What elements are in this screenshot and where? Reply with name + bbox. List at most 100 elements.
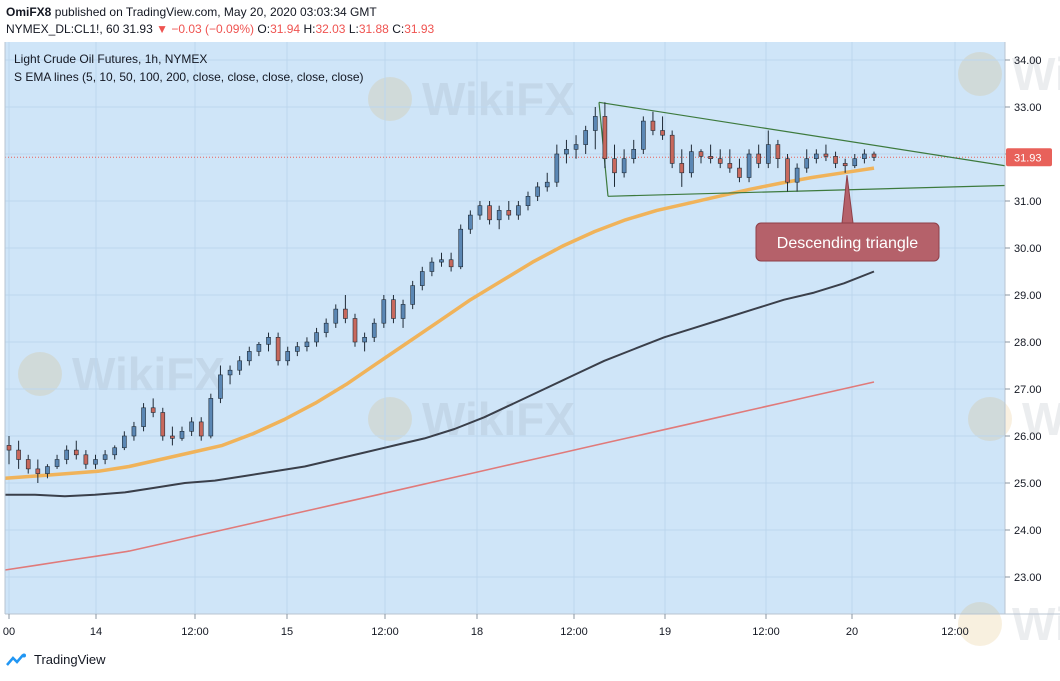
y-tick-label: 26.00: [1014, 431, 1042, 443]
candle: [429, 257, 435, 277]
candle: [477, 201, 483, 220]
candle: [525, 191, 531, 211]
candle-body: [516, 205, 521, 216]
candle: [823, 144, 829, 162]
candle: [131, 421, 137, 441]
candle: [246, 346, 252, 366]
y-tick-label: 33.00: [1014, 102, 1042, 114]
candle: [381, 295, 387, 328]
y-tick-label: 25.00: [1014, 478, 1042, 490]
footer-brand[interactable]: TradingView: [34, 652, 106, 667]
candle: [16, 440, 21, 469]
candle-body: [554, 153, 560, 183]
candle-body: [160, 412, 166, 437]
x-tick-label: 20: [846, 626, 858, 638]
candle-body: [64, 449, 69, 460]
candle: [756, 144, 761, 169]
candlestick-series: [6, 102, 877, 483]
publisher-name[interactable]: OmiFX8: [6, 5, 52, 19]
candle-body: [862, 153, 867, 159]
candle-body: [266, 336, 271, 345]
candle-body: [227, 369, 233, 376]
candle: [266, 332, 271, 352]
candle: [602, 102, 608, 169]
candle: [400, 299, 406, 328]
candle-body: [25, 459, 31, 470]
y-tick-label: 34.00: [1014, 55, 1042, 67]
candle-body: [391, 299, 396, 319]
watermark: WikiFX: [958, 598, 1060, 646]
candle: [122, 431, 127, 451]
candle: [448, 252, 454, 272]
candle-body: [150, 407, 156, 413]
candle-body: [496, 210, 502, 221]
candle: [160, 407, 166, 441]
candle: [141, 403, 146, 432]
candle: [275, 332, 281, 366]
candle: [102, 450, 108, 465]
candle-body: [506, 210, 512, 216]
candle-body: [275, 336, 281, 362]
candle-body: [669, 134, 675, 164]
candle: [564, 139, 569, 164]
price-axis[interactable]: 23.00 24.00 25.00 26.00 27.00 28.00 29.00 30.00…: [1005, 55, 1042, 584]
candle-body: [746, 153, 752, 178]
candle: [295, 342, 300, 357]
candle-body: [631, 149, 637, 160]
candle-body: [410, 285, 415, 305]
candle: [314, 327, 319, 347]
candle: [862, 149, 867, 164]
y-tick-label: 29.00: [1014, 290, 1042, 302]
y-tick-label: 31.00: [1014, 196, 1042, 208]
candle-body: [794, 167, 800, 183]
close-label: C:: [392, 22, 405, 36]
candle: [343, 295, 348, 324]
candle-body: [323, 322, 329, 333]
candle: [487, 201, 492, 225]
price-change: ▼ −0.03 (−0.09%): [156, 22, 255, 36]
candle-body: [6, 445, 12, 451]
candle: [852, 154, 858, 169]
last-price: 31.93: [122, 22, 153, 36]
candle-body: [419, 271, 425, 286]
watermark-logo-icon: [18, 352, 62, 396]
candle-body: [179, 430, 185, 439]
candle-body: [612, 158, 617, 174]
price-chart[interactable]: WikiFX WikiFX WikiFX WikiFX WikiFX WikiFX 23.…: [0, 42, 1060, 646]
low-value: 31.88: [358, 22, 389, 36]
candle-body: [737, 167, 742, 178]
chart-subtitle: S EMA lines (5, 10, 50, 100, 200, close,…: [14, 70, 364, 84]
candle: [285, 346, 291, 366]
tradingview-logo-icon: [6, 653, 26, 666]
candle: [516, 201, 521, 220]
watermark-text: WikiFX: [422, 393, 575, 445]
candle: [746, 149, 752, 183]
candle-body: [544, 181, 550, 188]
candle: [150, 398, 156, 418]
candle: [83, 450, 89, 469]
candle-body: [689, 151, 694, 174]
candle: [304, 337, 310, 352]
candle-body: [256, 344, 262, 352]
watermark: WikiFX: [368, 393, 575, 445]
candle: [333, 304, 339, 328]
candle: [765, 130, 771, 169]
candle-body: [602, 116, 608, 160]
triangle-upper-line: [598, 101, 1006, 167]
candle-body: [785, 158, 790, 183]
candle: [323, 318, 329, 338]
candle-body: [246, 351, 252, 362]
candle: [708, 144, 713, 164]
candle: [535, 182, 540, 201]
candle-body: [314, 332, 319, 343]
time-axis[interactable]: 00 14 12:00 15 12:00 18 12:00 19 12:00 20 12:00: [3, 614, 969, 638]
watermark-logo-icon: [958, 52, 1002, 96]
ohlc-line: NYMEX_DL:CL1!, 60 31.93 ▼ −0.03 (−0.09%)…: [6, 22, 434, 36]
x-tick-label: 19: [659, 626, 671, 638]
y-tick-label: 24.00: [1014, 525, 1042, 537]
ema-lines: [4, 156, 1005, 571]
candle: [198, 417, 204, 441]
candle-body: [765, 144, 771, 164]
candle-body: [73, 449, 79, 456]
ema50-line: [4, 166, 875, 481]
